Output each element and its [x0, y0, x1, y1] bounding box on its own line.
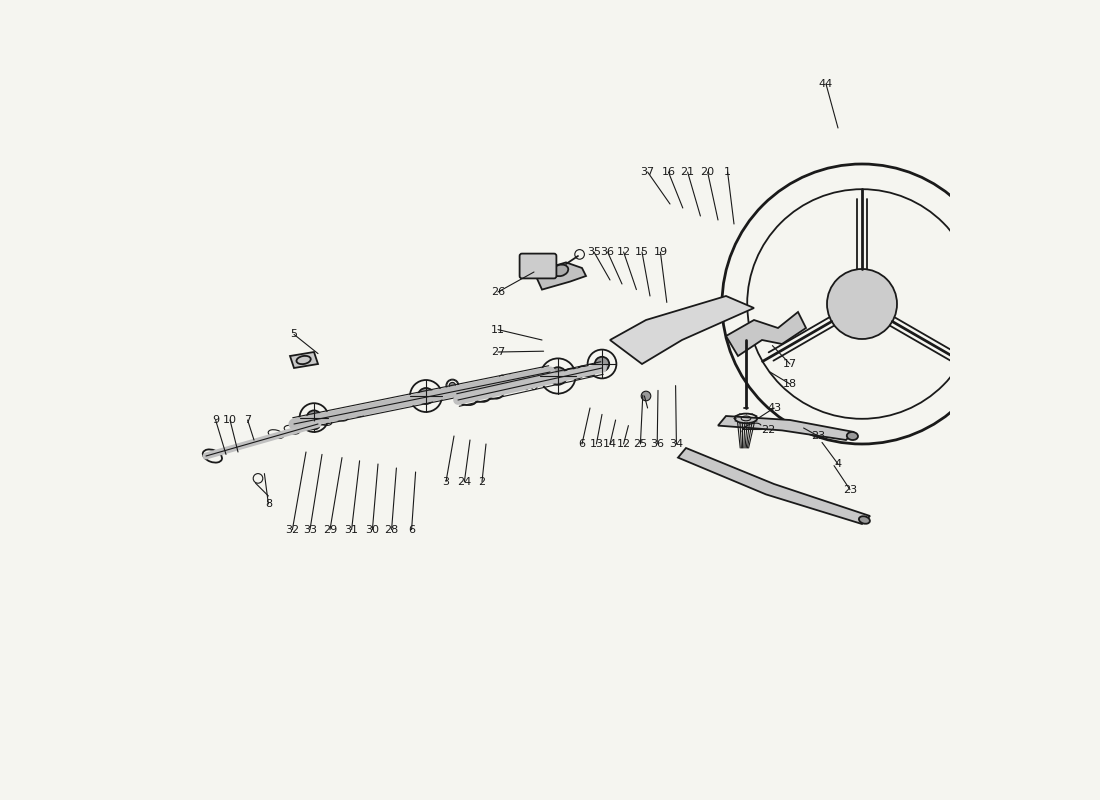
- Ellipse shape: [847, 432, 858, 440]
- Circle shape: [595, 357, 609, 371]
- Text: 2: 2: [478, 477, 485, 486]
- Circle shape: [307, 410, 321, 425]
- Polygon shape: [290, 352, 318, 368]
- Text: 11: 11: [491, 325, 505, 334]
- Text: 19: 19: [653, 247, 668, 257]
- Polygon shape: [726, 312, 806, 356]
- Text: 23: 23: [843, 485, 857, 494]
- Ellipse shape: [859, 516, 870, 524]
- Text: 1: 1: [724, 167, 732, 177]
- Text: 29: 29: [323, 525, 337, 534]
- Text: 13: 13: [590, 439, 604, 449]
- Polygon shape: [678, 448, 870, 524]
- Text: 14: 14: [603, 439, 617, 449]
- Text: 8: 8: [265, 499, 272, 509]
- Circle shape: [549, 367, 566, 385]
- Text: 16: 16: [661, 167, 675, 177]
- Text: 44: 44: [818, 79, 833, 89]
- Circle shape: [641, 391, 651, 401]
- Text: 12: 12: [616, 439, 630, 449]
- Circle shape: [449, 382, 455, 389]
- Text: 4: 4: [835, 459, 842, 469]
- Text: 6: 6: [579, 439, 585, 449]
- Text: 43: 43: [767, 403, 781, 413]
- Polygon shape: [718, 416, 854, 440]
- Text: 26: 26: [491, 287, 505, 297]
- Text: 25: 25: [634, 439, 648, 449]
- Text: 18: 18: [783, 379, 798, 389]
- Text: 22: 22: [761, 425, 776, 434]
- Text: 7: 7: [244, 415, 251, 425]
- Text: 21: 21: [681, 167, 695, 177]
- Text: 30: 30: [365, 525, 380, 534]
- Text: 9: 9: [212, 415, 219, 425]
- Text: 20: 20: [701, 167, 715, 177]
- Text: 17: 17: [783, 359, 798, 369]
- Text: 6: 6: [408, 525, 415, 534]
- Circle shape: [827, 269, 896, 339]
- Text: 28: 28: [385, 525, 398, 534]
- Text: 23: 23: [811, 431, 825, 441]
- Text: 10: 10: [223, 415, 236, 425]
- Ellipse shape: [552, 265, 569, 276]
- Text: 36: 36: [601, 247, 615, 257]
- Text: 5: 5: [290, 330, 297, 339]
- Polygon shape: [534, 262, 586, 290]
- Text: 32: 32: [285, 525, 299, 534]
- Circle shape: [418, 388, 434, 404]
- Text: 24: 24: [458, 477, 472, 486]
- Text: 34: 34: [669, 439, 683, 449]
- FancyBboxPatch shape: [519, 254, 557, 278]
- Text: 36: 36: [650, 439, 664, 449]
- Text: 31: 31: [344, 525, 359, 534]
- Text: 33: 33: [302, 525, 317, 534]
- Text: 37: 37: [640, 167, 654, 177]
- Text: 3: 3: [442, 477, 450, 486]
- Text: 27: 27: [491, 347, 505, 357]
- Text: 12: 12: [616, 247, 630, 257]
- Polygon shape: [610, 296, 754, 364]
- Text: 15: 15: [635, 247, 649, 257]
- Text: 35: 35: [587, 247, 601, 257]
